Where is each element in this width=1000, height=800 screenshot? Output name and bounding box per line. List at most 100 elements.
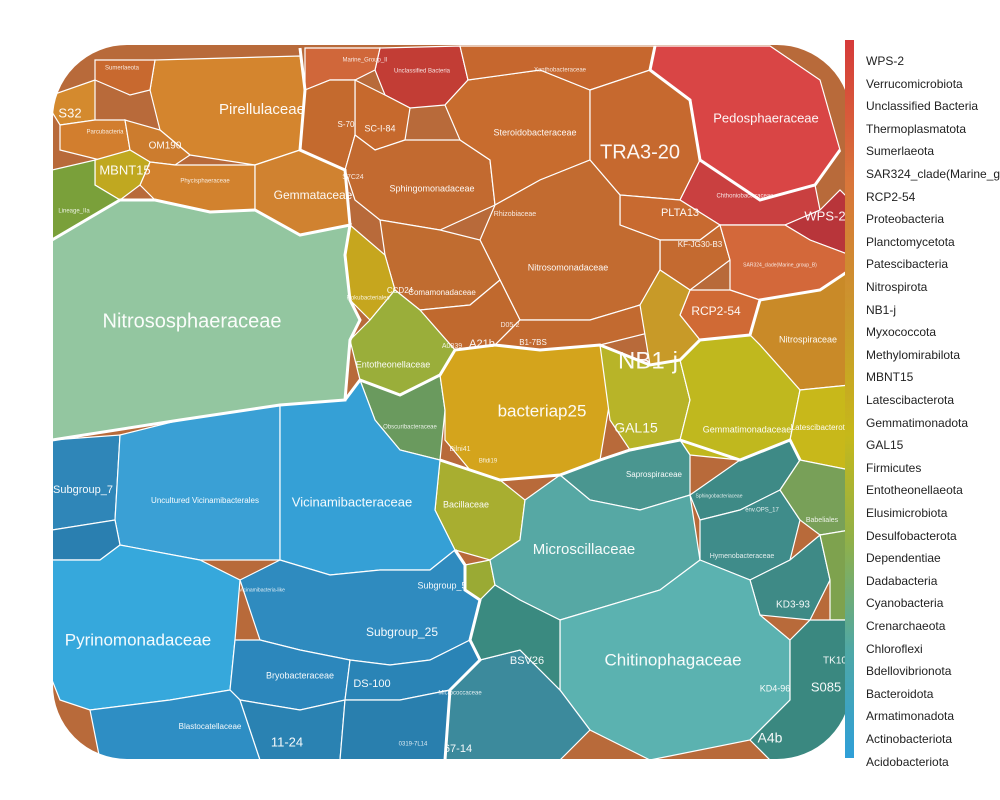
- cell-label-entotheonellaceae: Entotheonellaceae: [356, 359, 431, 369]
- cell-label-s32: S32: [58, 105, 81, 120]
- group-boundary-4: [298, 47, 352, 226]
- cell-label-tra3-20: TRA3-20: [600, 141, 680, 163]
- cell-label-saprospiraceae: Saprospiraceae: [626, 470, 683, 479]
- cell-label-nitrososphaeraceae: Nitrososphaeraceae: [103, 310, 282, 332]
- cell-label-unclassified-bacteria: Unclassified Bacteria: [394, 69, 451, 75]
- legend-item-nitrospirota: Nitrospirota: [866, 280, 928, 294]
- group-boundary-1: [343, 268, 850, 401]
- treemap-cell-pyrinomonadaceae[interactable]: [52, 544, 241, 711]
- cell-label-microscillaceae: Microscillaceae: [533, 541, 636, 558]
- cell-label-steroidobacteraceae: Steroidobacteraceae: [493, 127, 576, 137]
- cell-label-uncultured-vicinamibacterales: Uncultured Vicinamibacterales: [151, 496, 259, 505]
- legend-item-dependentiae: Dependentiae: [866, 551, 941, 566]
- legend-item-planctomycetota: Planctomycetota: [866, 234, 955, 249]
- cell-label-kd4-96: KD4-96: [760, 683, 791, 693]
- cell-label-a0839: A0839: [442, 343, 462, 350]
- legend-item-bdellovibrionota: Bdellovibrionota: [866, 664, 952, 679]
- cell-label-bacillaceae: Bacillaceae: [443, 499, 489, 509]
- cell-label-nitrosomonadaceae: Nitrosomonadaceae: [528, 262, 609, 272]
- treemap-cell-bsv26[interactable]: [469, 584, 561, 692]
- cell-label-micrococcaceae: Micrococcaceae: [438, 691, 482, 697]
- legend-item-bacteroidota: Bacteroidota: [866, 686, 934, 701]
- cell-label-d05-2: D05-2: [500, 322, 519, 329]
- cell-label-a4b: A4b: [758, 730, 783, 746]
- legend-item-mbnt15: MBNT15: [866, 370, 914, 385]
- treemap-cell-lineage-iia[interactable]: [52, 159, 122, 242]
- treemap-cell-acidobacteriota-misc[interactable]: [339, 689, 451, 760]
- cell-label-sar324-clade-marine-group-b-: SAR324_clade(Marine_group_B): [743, 262, 817, 268]
- cell-label-sphingobacteriaceae: Sphingobacteriaceae: [696, 493, 743, 499]
- cell-label-lineage-iia: Lineage_IIa: [58, 209, 90, 215]
- treemap-cell-bacteroidota-small[interactable]: [749, 619, 850, 760]
- cell-label-babeliales: Babeliales: [806, 517, 839, 524]
- group-boundary-2: [439, 438, 802, 482]
- legend-item-gal15: GAL15: [866, 438, 904, 453]
- treemap-cell-sumerlaeota[interactable]: [94, 59, 156, 96]
- cell-label-obscuribacteraceae: Obscuribacteraceae: [383, 425, 437, 431]
- cell-label-pirellulaceae: Pirellulaceae: [219, 101, 305, 118]
- cell-label-ds-100: DS-100: [353, 678, 390, 690]
- group-boundary-0: [52, 198, 362, 442]
- cell-label-rokubacteriales: Rokubacteriales: [346, 296, 389, 302]
- legend-item-patescibacteria: Patescibacteria: [866, 257, 949, 272]
- cell-label-rcp2-54: RCP2-54: [691, 304, 741, 318]
- cell-label-sphingomonadaceae: Sphingomonadaceae: [389, 183, 474, 193]
- cell-label-bsv26: BSV26: [510, 655, 544, 667]
- legend-item-dadabacteria: Dadabacteria: [866, 573, 938, 588]
- legend-item-rcp2-54: RCP2-54: [866, 189, 916, 204]
- cell-label-bfidi19: Bfidi19: [479, 459, 498, 465]
- cell-label-sumerlaeota: Sumerlaeota: [105, 66, 140, 72]
- cell-label-rhizobiaceae: Rhizobiaceae: [494, 211, 537, 218]
- legend-color-bar: [845, 40, 854, 758]
- cell-label-bryobacteraceae: Bryobacteraceae: [266, 670, 334, 680]
- cell-label-kd3-93: KD3-93: [776, 600, 810, 611]
- legend-item-proteobacteria: Proteobacteria: [866, 212, 945, 227]
- cell-label-vicinamibacteria-like: Vicinamibacteria-like: [239, 587, 285, 593]
- cell-label-comamonadaceae: Comamonadaceae: [408, 288, 476, 297]
- legend-item-nb1-j: NB1-j: [866, 302, 897, 317]
- cell-label-nb1-j: NB1-j: [618, 347, 678, 374]
- legend-item-latescibacterota: Latescibacterota: [866, 393, 955, 407]
- cell-label-vicinamibacteraceae: Vicinamibacteraceae: [292, 494, 412, 509]
- legend-item-myxococcota: Myxococcota: [866, 325, 937, 340]
- voronoi-treemap: Pirellulaceae S32 OM190 MBNT15 Phycisphaerac…: [51, 43, 850, 761]
- cell-label-hymenobacteraceae: Hymenobacteraceae: [710, 553, 775, 560]
- cell-label-om190: OM190: [149, 141, 182, 152]
- cell-label-chthoniobacteraceae: Chthoniobacteraceae: [716, 194, 774, 200]
- cell-label-67-14: 67-14: [444, 743, 472, 755]
- cell-label-chitinophagaceae: Chitinophagaceae: [604, 650, 741, 669]
- legend-item-unclassified-bacteria: Unclassified Bacteria: [866, 99, 979, 114]
- legend-item-acidobacteriota: Acidobacteriota: [866, 754, 949, 769]
- legend-item-armatimonadota: Armatimonadota: [866, 709, 955, 724]
- cell-label-s7c24: S7C24: [342, 174, 364, 181]
- cell-label-phycisphaeraceae: Phycisphaeraceae: [180, 179, 230, 185]
- legend-item-firmicutes: Firmicutes: [866, 460, 922, 475]
- legend-item-methylomirabilota: Methylomirabilota: [866, 347, 961, 362]
- legend: WPS-2 Verrucomicrobiota Unclassified Bacte…: [845, 40, 1000, 770]
- legend-item-elusimicrobiota: Elusimicrobiota: [866, 506, 948, 520]
- cell-label-plta13: PLTA13: [661, 207, 699, 219]
- legend-item-verrucomicrobiota: Verrucomicrobiota: [866, 76, 963, 91]
- cell-label-tk10: TK10: [823, 656, 847, 667]
- cell-label-pedosphaeraceae: Pedosphaeraceae: [713, 110, 819, 125]
- cell-label-b1-7bs: B1-7BS: [519, 338, 547, 347]
- cell-label-kf-jg30-b3: KF-JG30-B3: [678, 240, 723, 249]
- treemap-cell-subgroup-7[interactable]: [52, 434, 121, 531]
- cell-label-parcubacteria: Parcubacteria: [86, 130, 124, 136]
- cell-label-11-24: 11-24: [271, 734, 303, 749]
- cell-label-env-ops-17: env.OPS_17: [745, 508, 779, 514]
- cell-label-gemmataceae: Gemmataceae: [274, 188, 353, 202]
- cell-label-sc-i-84: SC-I-84: [364, 123, 395, 133]
- cell-label-subgroup-25: Subgroup_25: [366, 625, 438, 639]
- cell-label-pyrinomonadaceae: Pyrinomonadaceae: [65, 630, 211, 649]
- legend-item-gemmatimonadota: Gemmatimonadota: [866, 415, 969, 430]
- treemap-border: [51, 43, 850, 761]
- group-boundary-5: [648, 45, 842, 202]
- cell-label-ccd24: CCD24: [387, 286, 414, 295]
- cell-label-wps-2: WPS-2: [804, 208, 845, 223]
- cell-label-bacteriap25: bacteriap25: [498, 401, 587, 420]
- cell-label-nitrospiraceae: Nitrospiraceae: [779, 334, 837, 344]
- cell-label-marine-group-ii: Marine_Group_II: [342, 58, 387, 64]
- cell-label-a21b: A21b: [469, 338, 495, 350]
- legend-item-sumerlaeota: Sumerlaeota: [866, 144, 935, 159]
